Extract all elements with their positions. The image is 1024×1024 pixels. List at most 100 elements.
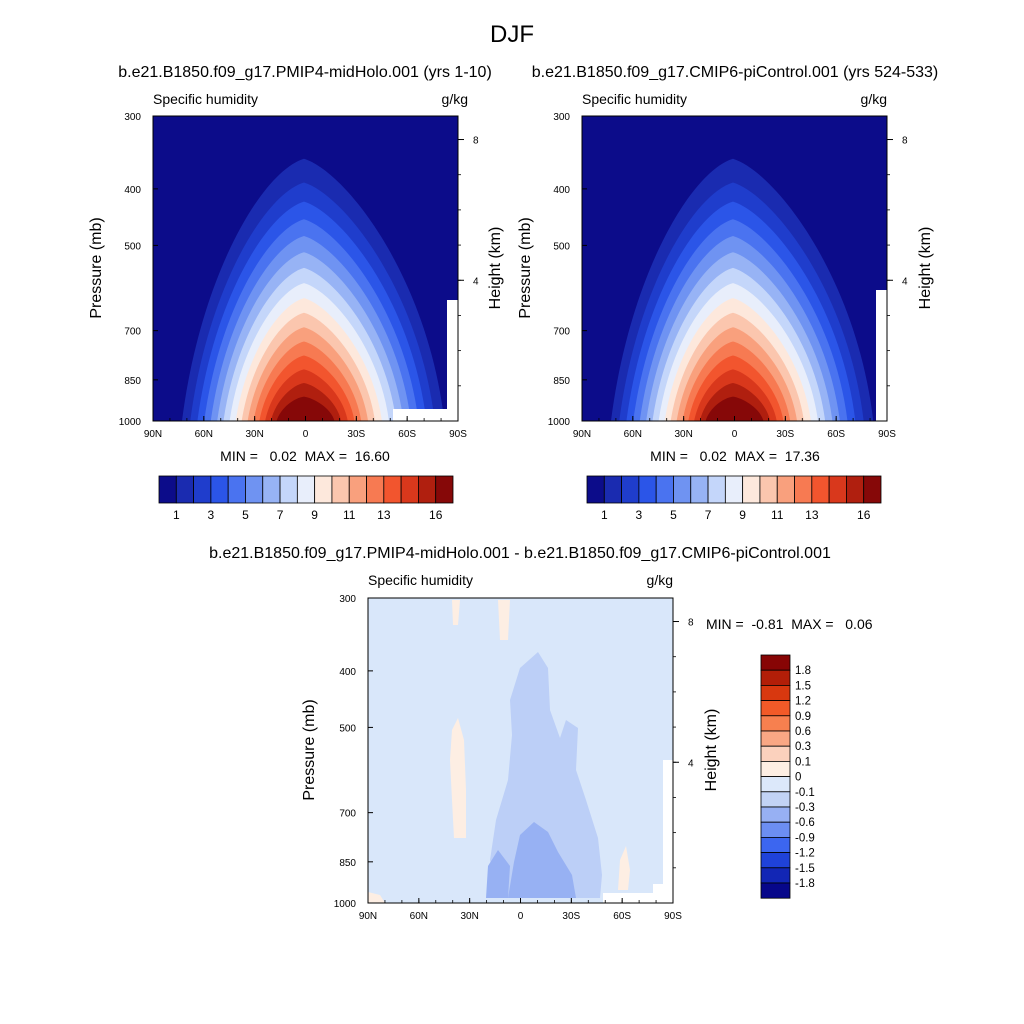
- diff-region-moderate-negative: [508, 822, 576, 898]
- panel-difference: b.e21.B1850.f09_g17.PMIP4-midHolo.001 - …: [209, 545, 873, 922]
- colorbar-label: -0.1: [795, 787, 815, 799]
- colorbar-label: -0.3: [795, 802, 815, 814]
- colorbar-cell: [210, 475, 229, 504]
- colorbar-cell: [759, 475, 778, 504]
- panel-difference-missing-data: [603, 893, 673, 903]
- panel-difference-minmax: MIN = -0.81 MAX = 0.06: [706, 616, 873, 632]
- colorbar-cell: [760, 730, 791, 747]
- colorbar-cell: [331, 475, 350, 504]
- colorbar-label: -0.9: [795, 832, 815, 844]
- colorbar-cell: [811, 475, 830, 504]
- colorbar-cell: [760, 852, 791, 869]
- panel-midholo-ylabel-right: Height (km): [487, 227, 504, 310]
- y-right-tick-label: 4: [902, 276, 908, 287]
- y-tick-label: 500: [124, 241, 141, 252]
- panel-difference-field: [368, 598, 673, 903]
- diff-region-positive-60s: [618, 846, 630, 890]
- x-tick-label: 0: [732, 429, 738, 440]
- colorbar-difference: 1.8 1.5 1.2 0.9 0.6 0.3 0.1 0 -0.1 -0.3 -0.6 -0.9 -1…: [760, 654, 815, 899]
- x-tick-label: 90N: [144, 429, 162, 440]
- panel-picontrol-ylabel-right: Height (km): [917, 227, 934, 310]
- colorbar-cell: [690, 475, 709, 504]
- colorbar-label: 0.6: [795, 726, 811, 738]
- colorbar-label: 0.3: [795, 741, 811, 753]
- colorbar-cell: [760, 837, 791, 854]
- colorbar-cell: [828, 475, 847, 504]
- x-tick-label: 90S: [449, 429, 467, 440]
- colorbar-label: 1.5: [795, 680, 811, 692]
- y-right-tick-label: 8: [688, 618, 694, 629]
- colorbar-cell: [760, 867, 791, 884]
- panel-picontrol-minmax: MIN = 0.02 MAX = 17.36: [650, 448, 820, 464]
- colorbar-label: 3: [208, 508, 215, 522]
- colorbar-cell: [262, 475, 281, 504]
- colorbar-cell: [227, 475, 246, 504]
- y-right-tick-label: 8: [902, 136, 908, 147]
- x-tick-label: 90N: [573, 429, 591, 440]
- contour-band-16: [705, 396, 764, 421]
- panel-midholo-title: b.e21.B1850.f09_g17.PMIP4-midHolo.001 (y…: [118, 64, 492, 81]
- x-tick-label: 90S: [664, 911, 682, 922]
- y-tick-label: 500: [553, 241, 570, 252]
- colorbar-label: 0.9: [795, 711, 811, 723]
- panel-picontrol-variable-label: Specific humidity: [582, 91, 687, 107]
- colorbar-label: 9: [311, 508, 318, 522]
- y-tick-label: 700: [553, 327, 570, 338]
- x-tick-label: 60S: [827, 429, 845, 440]
- y-right-tick-label: 4: [473, 276, 479, 287]
- colorbar-cell: [863, 475, 882, 504]
- x-tick-label: 90S: [878, 429, 896, 440]
- colorbar-cell: [760, 685, 791, 702]
- colorbar-label: -1.5: [795, 863, 815, 875]
- x-tick-label: 30S: [776, 429, 794, 440]
- colorbar-label: 13: [377, 508, 391, 522]
- colorbar-cell: [621, 475, 640, 504]
- panel-picontrol-title: b.e21.B1850.f09_g17.CMIP6-piControl.001 …: [532, 64, 938, 81]
- colorbar-label: 1: [173, 508, 180, 522]
- y-tick-label: 300: [553, 112, 570, 123]
- colorbar-cell: [760, 882, 791, 899]
- panel-picontrol: b.e21.B1850.f09_g17.CMIP6-piControl.001 …: [517, 64, 938, 464]
- colorbar-label: 5: [670, 508, 677, 522]
- y-tick-label: 400: [339, 667, 356, 678]
- panel-picontrol-missing-data: [876, 290, 887, 421]
- colorbar-cell: [638, 475, 657, 504]
- x-tick-label: 30S: [347, 429, 365, 440]
- colorbar-cell: [760, 654, 791, 671]
- panel-midholo: b.e21.B1850.f09_g17.PMIP4-midHolo.001 (y…: [88, 64, 504, 464]
- panel-midholo-minmax: MIN = 0.02 MAX = 16.60: [220, 448, 390, 464]
- panel-picontrol-ylabel: Pressure (mb): [517, 217, 534, 318]
- colorbar-cell: [279, 475, 298, 504]
- contour-band-16: [276, 396, 335, 421]
- colorbar-cell: [435, 475, 454, 504]
- colorbar-cell: [158, 475, 177, 504]
- colorbar-label: 16: [857, 508, 871, 522]
- x-tick-label: 30N: [674, 429, 692, 440]
- colorbar-cell: [742, 475, 761, 504]
- diff-region-weak-negative: [490, 652, 602, 898]
- colorbar-cell: [760, 700, 791, 717]
- colorbar-cell: [707, 475, 726, 504]
- colorbar-cell: [383, 475, 402, 504]
- y-tick-label: 850: [124, 376, 141, 387]
- colorbar-cell: [673, 475, 692, 504]
- panel-difference-ylabel-right: Height (km): [703, 709, 720, 792]
- colorbar-label: 16: [429, 508, 443, 522]
- colorbar-cell: [760, 806, 791, 823]
- colorbar-label: 11: [343, 508, 356, 522]
- colorbar-label: -1.2: [795, 848, 815, 860]
- panel-difference-variable-label: Specific humidity: [368, 572, 473, 588]
- colorbar-cell: [846, 475, 865, 504]
- y-tick-label: 300: [339, 594, 356, 605]
- colorbar-label: -1.8: [795, 878, 815, 890]
- panel-difference-ylabel: Pressure (mb): [301, 699, 318, 800]
- colorbar-cell: [760, 715, 791, 732]
- figure-title: DJF: [490, 21, 534, 48]
- colorbar-picontrol: 1 3 5 7 9 11 13 16: [586, 475, 882, 522]
- colorbar-cell: [193, 475, 212, 504]
- panel-midholo-missing-data: [393, 409, 458, 421]
- diff-region-positive-upper-2: [498, 600, 510, 640]
- panel-midholo-units-label: g/kg: [442, 91, 468, 107]
- colorbar-cell: [760, 669, 791, 686]
- diff-region-positive-30n: [450, 718, 466, 838]
